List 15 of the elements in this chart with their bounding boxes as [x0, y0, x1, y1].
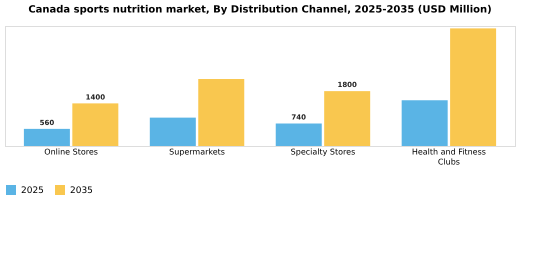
- x-tick-label: Supermarkets: [169, 148, 225, 156]
- x-tick-label: Specialty Stores: [290, 148, 356, 156]
- legend-label: 2025: [21, 186, 44, 196]
- bar: [24, 128, 70, 146]
- x-tick-label: Online Stores: [44, 148, 98, 156]
- bar: [450, 28, 496, 146]
- bar: [402, 100, 448, 146]
- bar: [198, 78, 244, 146]
- bar: [276, 123, 322, 146]
- chart-title: Canada sports nutrition market, By Distribution Channel, 2025-2035 (USD Million): [28, 4, 492, 16]
- bar: [72, 103, 118, 146]
- bar: [150, 118, 196, 146]
- bar: [324, 91, 370, 146]
- legend-label: 2035: [70, 186, 93, 196]
- x-tick-label: Health and Fitness Clubs: [412, 148, 486, 166]
